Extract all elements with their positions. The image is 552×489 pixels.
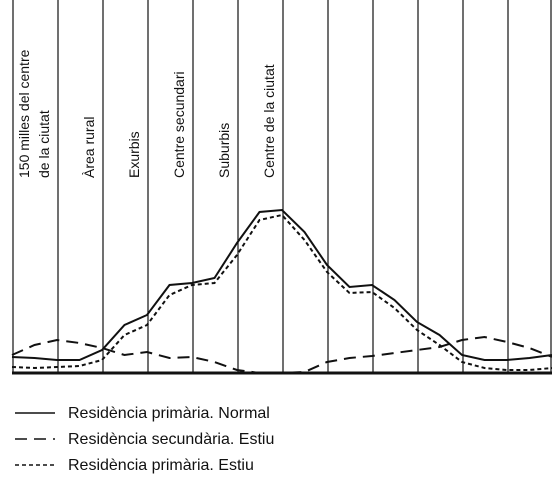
zone-label: Exurbis [126, 131, 142, 178]
zone-label: de la ciutat [36, 110, 52, 178]
series-line [11, 208, 552, 361]
legend-label: Residència secundària. Estiu [68, 431, 274, 448]
zone-lines [12, 0, 552, 373]
legend-label: Residència primària. Normal [68, 405, 270, 422]
legend-label: Residència primària. Estiu [68, 457, 254, 474]
series-line [11, 213, 552, 371]
series-line [11, 335, 552, 374]
zone-label: Àrea rural [81, 117, 97, 178]
zone-label: Suburbis [216, 123, 232, 178]
zone-label: Centre secundari [171, 71, 187, 178]
zone-label: 150 milles del centre [16, 49, 32, 178]
zone-label: Centre de la ciutat [261, 64, 277, 178]
